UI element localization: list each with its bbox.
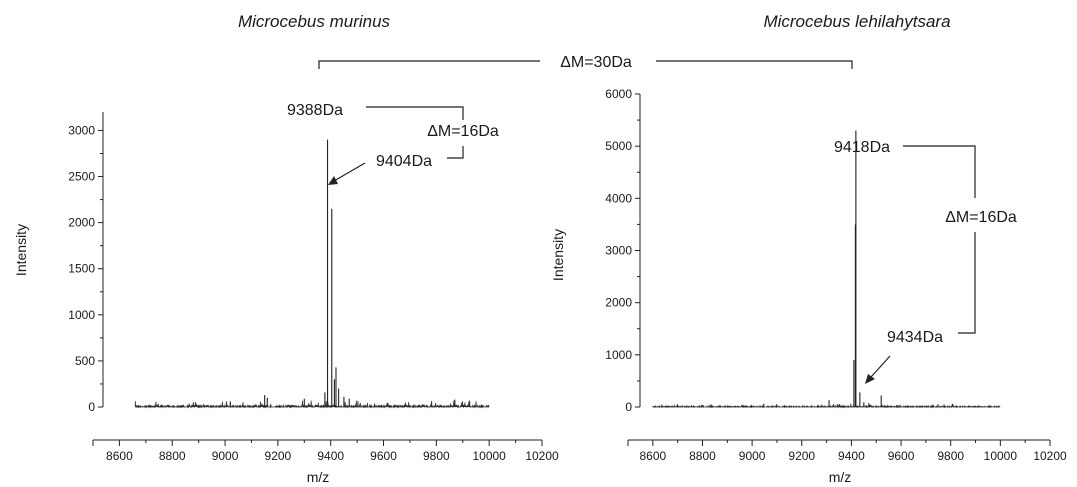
chart-1-delta-label: ΔM=16Da — [427, 123, 499, 140]
x-tick-label: 9400 — [317, 449, 344, 463]
x-tick-label: 9800 — [937, 449, 964, 463]
y-tick-label: 2000 — [605, 296, 632, 310]
x-tick-label: 9600 — [370, 449, 397, 463]
chart-1-spectrum — [134, 139, 490, 409]
chart-1-ylabel: Intensity — [13, 224, 29, 276]
chart-2-peak-label-9434: 9434Da — [887, 329, 943, 346]
y-tick-label: 1500 — [68, 262, 95, 276]
chart-2-spectrum — [652, 130, 1001, 409]
cross-panel-bracket: ΔM=30Da — [318, 54, 853, 71]
chart-2-y-axis: 0 1000 2000 3000 4000 5000 6000 — [605, 87, 641, 414]
y-tick-label: 6000 — [605, 87, 632, 101]
y-tick-label: 500 — [75, 354, 95, 368]
spectrum-baseline — [134, 400, 490, 409]
chart-1-y-axis: 0 500 1000 1500 2000 2500 3000 — [68, 112, 104, 414]
x-tick-label: 10000 — [472, 449, 506, 463]
x-tick-label: 8800 — [689, 449, 716, 463]
chart-1-x-axis: 8600 8800 9000 9200 9400 9600 9800 10000 10200 — [92, 439, 559, 463]
chart-1-peak-label-9388: 9388Da — [287, 102, 343, 119]
chart-2-delta-bracket — [903, 145, 976, 334]
x-tick-label: 9800 — [423, 449, 450, 463]
x-tick-label: 8800 — [159, 449, 186, 463]
x-tick-label: 10200 — [1033, 449, 1067, 463]
x-tick-label: 8600 — [106, 449, 133, 463]
chart-1-peak-label-9404: 9404Da — [376, 153, 432, 170]
y-tick-label: 5000 — [605, 139, 632, 153]
x-tick-label: 9000 — [739, 449, 766, 463]
y-tick-label: 3000 — [68, 123, 95, 137]
y-tick-label: 2500 — [68, 170, 95, 184]
chart-1-title: Microcebus murinus — [238, 12, 391, 31]
x-tick-label: 9200 — [788, 449, 815, 463]
y-tick-label: 1000 — [605, 348, 632, 362]
chart-1-xlabel: m/z — [307, 469, 330, 485]
y-tick-label: 0 — [625, 400, 632, 414]
chart-2-xlabel: m/z — [829, 469, 852, 485]
x-tick-label: 9000 — [212, 449, 239, 463]
cross-bracket-left-line — [318, 60, 540, 69]
y-tick-label: 0 — [88, 400, 95, 414]
cross-bracket-right-line — [656, 60, 853, 69]
chart-1-delta-bracket — [366, 106, 464, 159]
y-tick-label: 1000 — [68, 308, 95, 322]
chart-2-peak-label-9418: 9418Da — [834, 139, 890, 156]
chart-2: 0 1000 2000 3000 4000 5000 6000 8600 8800 9000 92… — [550, 87, 1067, 485]
x-tick-label: 10200 — [525, 449, 559, 463]
chart-2-arrow — [865, 355, 891, 384]
x-tick-label: 9200 — [265, 449, 292, 463]
spectrum-baseline — [652, 403, 1001, 409]
x-tick-label: 10000 — [984, 449, 1018, 463]
chart-1: 0 500 1000 1500 2000 2500 3000 8600 8800 9000 920… — [13, 102, 559, 485]
y-tick-label: 2000 — [68, 216, 95, 230]
chart-2-x-axis: 8600 8800 9000 9200 9400 9600 9800 10000 10200 — [627, 439, 1067, 463]
chart-2-delta-label: ΔM=16Da — [945, 209, 1017, 226]
chart-1-arrow — [328, 162, 366, 185]
y-tick-label: 4000 — [605, 191, 632, 205]
x-tick-label: 9600 — [888, 449, 915, 463]
x-tick-label: 8600 — [639, 449, 666, 463]
cross-bracket-label: ΔM=30Da — [560, 54, 632, 71]
chart-2-ylabel: Intensity — [550, 229, 566, 281]
chart-2-title: Microcebus lehilahytsara — [763, 12, 950, 31]
x-tick-label: 9400 — [838, 449, 865, 463]
y-tick-label: 3000 — [605, 244, 632, 258]
